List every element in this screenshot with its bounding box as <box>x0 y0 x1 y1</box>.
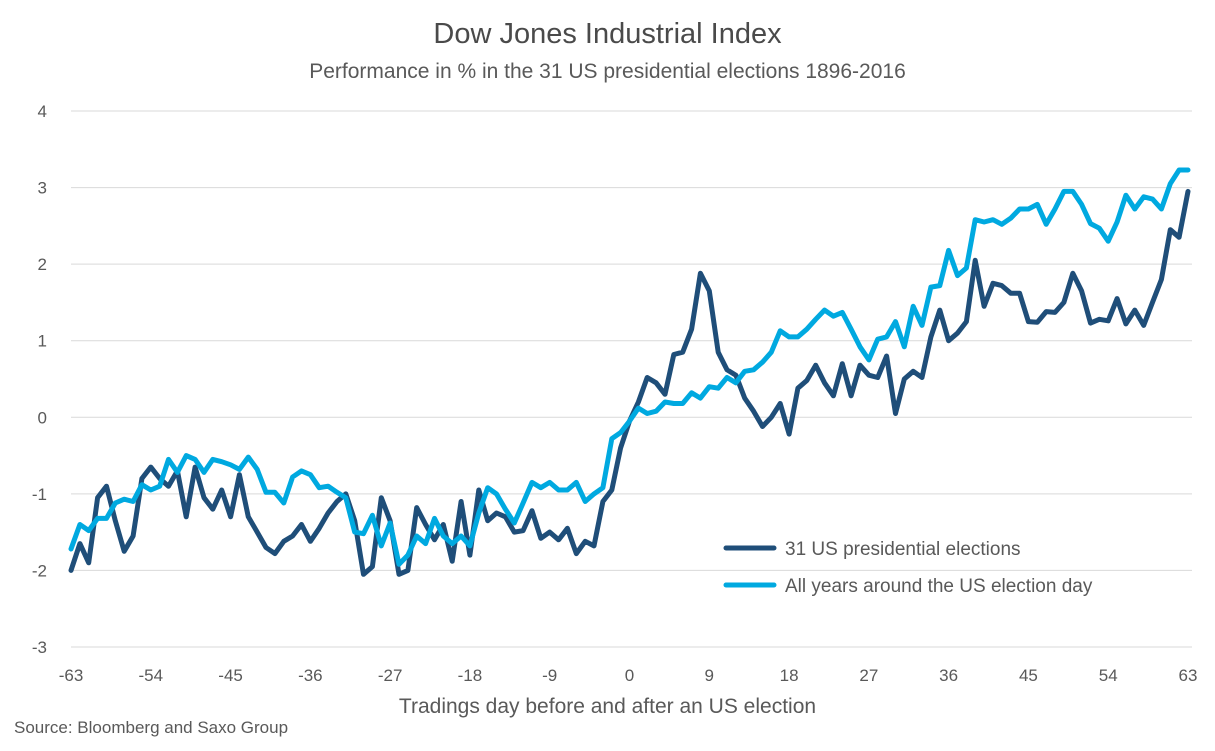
x-tick-label: -36 <box>298 666 323 685</box>
x-tick-label: 0 <box>625 666 634 685</box>
x-tick-label: -63 <box>59 666 84 685</box>
x-axis: -63 -54 -45 -36 -27 -18 -9 0 9 18 27 36 45 54 63 <box>59 666 1198 685</box>
series-line-2 <box>68 167 1191 567</box>
x-tick-label: 54 <box>1099 666 1118 685</box>
chart-subtitle: Performance in % in the 31 US presidenti… <box>309 60 906 83</box>
y-axis: 4 3 2 1 0 -1 -2 -3 <box>32 102 47 657</box>
y-tick-label: -3 <box>32 638 47 657</box>
legend-label-1: 31 US presidential elections <box>785 539 1021 560</box>
y-tick-label: 4 <box>38 102 47 121</box>
source-note: Source: Bloomberg and Saxo Group <box>14 718 289 737</box>
x-tick-label: 27 <box>859 666 878 685</box>
x-axis-label: Tradings day before and after an US elec… <box>398 695 817 718</box>
grid-lines <box>71 110 1192 648</box>
x-tick-label: 18 <box>780 666 799 685</box>
y-tick-label: -2 <box>32 561 47 580</box>
legend: 31 US presidential elections All years ar… <box>723 539 1093 597</box>
y-tick-label: 2 <box>38 255 47 274</box>
x-tick-label: 45 <box>1019 666 1038 685</box>
legend-label-2: All years around the US election day <box>785 576 1093 597</box>
series-lines <box>68 167 1191 577</box>
chart-title: Dow Jones Industrial Index <box>433 18 782 50</box>
x-tick-label: -9 <box>542 666 557 685</box>
y-tick-label: -1 <box>32 485 47 504</box>
series-line-1 <box>68 188 1191 577</box>
x-tick-label: -18 <box>458 666 483 685</box>
y-tick-label: 0 <box>38 408 47 427</box>
x-tick-label: 36 <box>939 666 958 685</box>
x-tick-label: -45 <box>218 666 243 685</box>
y-tick-label: 1 <box>38 332 47 351</box>
x-tick-label: 9 <box>705 666 714 685</box>
y-tick-label: 3 <box>38 179 47 198</box>
x-tick-label: 63 <box>1179 666 1198 685</box>
x-tick-label: -27 <box>378 666 403 685</box>
x-tick-label: -54 <box>138 666 163 685</box>
